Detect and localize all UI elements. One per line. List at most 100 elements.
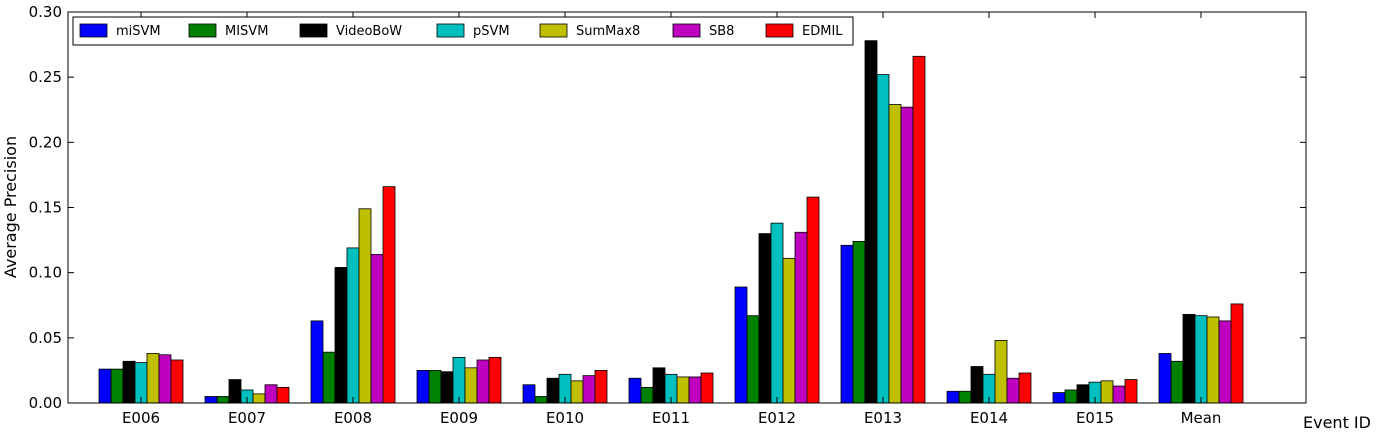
bar-SumMax8-E012: [782, 257, 796, 404]
bar-MISVM-E012: [746, 315, 760, 404]
bar-MISVM-E015: [1064, 389, 1078, 404]
x-tick-label: E015: [1076, 409, 1114, 427]
bar-VideoBoW-E013: [864, 40, 878, 404]
bar-SumMax8-E015: [1100, 380, 1114, 404]
legend-swatch-pSVM: [436, 23, 465, 38]
x-axis-label: Event ID: [1303, 413, 1371, 432]
bar-MISVM-E014: [958, 390, 972, 404]
bar-MISVM-E013: [852, 240, 866, 404]
bar-miSVM-E011: [628, 377, 642, 404]
bar-pSVM-Mean: [1194, 315, 1208, 404]
bar-MISVM-E008: [322, 351, 336, 404]
bar-SumMax8-Mean: [1206, 316, 1220, 404]
bar-VideoBoW-Mean: [1182, 313, 1196, 404]
plot-frame: [67, 11, 1307, 404]
bar-EDMIL-E011: [700, 372, 714, 404]
bar-SumMax8-E006: [146, 353, 160, 404]
y-tick-label: 0.05: [29, 329, 62, 347]
bar-EDMIL-E010: [594, 370, 608, 404]
legend-swatch-SB8: [672, 23, 701, 38]
bar-SB8-E012: [794, 231, 808, 404]
bar-SumMax8-E014: [994, 340, 1008, 404]
bar-SB8-E010: [582, 375, 596, 404]
legend-swatch-EDMIL: [765, 23, 794, 38]
bar-MISVM-E011: [640, 386, 654, 404]
bar-miSVM-E014: [946, 390, 960, 404]
bar-SumMax8-E011: [676, 376, 690, 404]
bar-EDMIL-E015: [1124, 379, 1138, 404]
bar-VideoBoW-E008: [334, 267, 348, 404]
legend-swatch-miSVM: [79, 23, 108, 38]
bar-miSVM-E013: [840, 244, 854, 404]
x-tick-label: E009: [440, 409, 478, 427]
bar-miSVM-E012: [734, 286, 748, 404]
bar-EDMIL-E009: [488, 356, 502, 404]
y-tick-label: 0.00: [29, 394, 62, 412]
bar-MISVM-E010: [534, 396, 548, 404]
bar-pSVM-E009: [452, 356, 466, 404]
bar-SumMax8-E007: [252, 393, 266, 404]
bar-SB8-E008: [370, 254, 384, 404]
x-tick-label: Mean: [1181, 409, 1222, 427]
bar-VideoBoW-E014: [970, 366, 984, 404]
bar-VideoBoW-E015: [1076, 384, 1090, 404]
bar-VideoBoW-E012: [758, 233, 772, 404]
bar-SB8-E007: [264, 384, 278, 404]
bar-SB8-Mean: [1218, 320, 1232, 404]
legend-label-MISVM: MISVM: [225, 24, 268, 39]
bar-SumMax8-E010: [570, 380, 584, 404]
bar-MISVM-E007: [216, 396, 230, 404]
bar-EDMIL-E007: [276, 386, 290, 404]
bar-SB8-E015: [1112, 385, 1126, 404]
y-tick-label: 0.30: [29, 3, 62, 21]
bar-MISVM-Mean: [1170, 360, 1184, 404]
bar-SB8-E006: [158, 354, 172, 404]
legend-swatch-MISVM: [188, 23, 217, 38]
bar-SB8-E013: [900, 106, 914, 404]
legend-label-pSVM: pSVM: [473, 24, 510, 39]
bar-VideoBoW-E010: [546, 377, 560, 404]
legend-swatch-VideoBoW: [299, 23, 328, 38]
bars-layer: [98, 40, 1244, 404]
bar-pSVM-E006: [134, 362, 148, 404]
bar-SB8-E011: [688, 376, 702, 404]
bar-EDMIL-E014: [1018, 372, 1032, 404]
x-tick-label: E007: [228, 409, 266, 427]
legend-label-miSVM: miSVM: [116, 24, 161, 39]
bar-VideoBoW-E009: [440, 371, 454, 404]
bar-miSVM-E015: [1052, 392, 1066, 404]
y-tick-label: 0.20: [29, 133, 62, 151]
bar-MISVM-E006: [110, 368, 124, 404]
bar-SumMax8-E013: [888, 104, 902, 404]
bar-miSVM-E006: [98, 368, 112, 404]
bar-SB8-E009: [476, 359, 490, 404]
bar-EDMIL-E008: [382, 186, 396, 404]
y-axis-label: Average Precision: [1, 136, 20, 278]
x-tick-label: E013: [864, 409, 902, 427]
x-tick-label: E006: [122, 409, 160, 427]
x-tick-label: E008: [334, 409, 372, 427]
x-tick-label: E012: [758, 409, 796, 427]
legend-label-EDMIL: EDMIL: [802, 24, 843, 39]
bar-EDMIL-E013: [912, 55, 926, 404]
bar-VideoBoW-E007: [228, 379, 242, 404]
ticks-layer: 0.00 0.05 0.10 0.15 0.20 0.25 0.30 E006 E007 E008…: [29, 3, 1306, 427]
bar-pSVM-E008: [346, 247, 360, 404]
bar-miSVM-Mean: [1158, 353, 1172, 404]
bar-pSVM-E012: [770, 222, 784, 404]
bar-MISVM-E009: [428, 370, 442, 404]
bar-EDMIL-Mean: [1230, 303, 1244, 404]
bar-EDMIL-E012: [806, 196, 820, 404]
x-tick-label: E011: [652, 409, 690, 427]
bar-pSVM-E013: [876, 74, 890, 404]
legend-label-VideoBoW: VideoBoW: [336, 24, 402, 39]
x-tick-label: E014: [970, 409, 1008, 427]
legend-label-SumMax8: SumMax8: [576, 24, 640, 39]
bar-EDMIL-E006: [170, 359, 184, 404]
legend: miSVM MISVM VideoBoW pSVM SumMax8 SB8 EDMIL: [72, 16, 854, 46]
bar-miSVM-E009: [416, 370, 430, 404]
bar-SB8-E014: [1006, 377, 1020, 404]
bar-VideoBoW-E006: [122, 360, 136, 404]
